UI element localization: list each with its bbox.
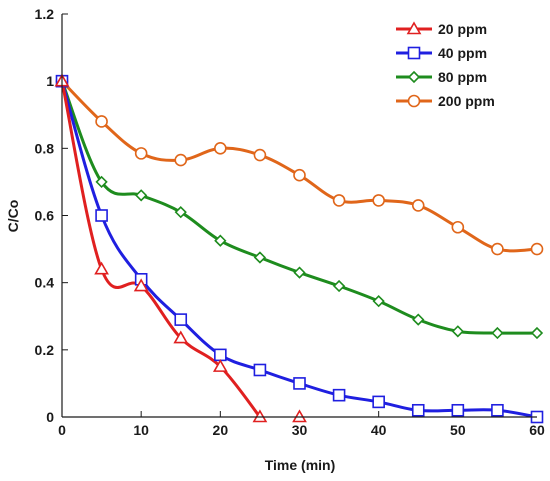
data-point-40-ppm bbox=[451, 403, 465, 417]
data-point-80-ppm bbox=[412, 313, 425, 326]
x-tick-label: 40 bbox=[371, 422, 387, 438]
data-point-200-ppm bbox=[293, 168, 306, 182]
x-axis-label: Time (min) bbox=[265, 457, 336, 473]
x-tick-label: 10 bbox=[133, 422, 149, 438]
legend-label-80-ppm: 80 ppm bbox=[438, 69, 487, 85]
legend-marker-80-ppm bbox=[407, 70, 421, 84]
data-point-20-ppm bbox=[212, 359, 228, 372]
y-tick-label: 0.8 bbox=[35, 140, 55, 156]
data-point-40-ppm bbox=[411, 403, 425, 417]
data-point-40-ppm bbox=[253, 363, 267, 377]
series-lines bbox=[60, 79, 539, 419]
series-line-80-ppm bbox=[60, 79, 539, 335]
data-point-20-ppm bbox=[292, 409, 307, 423]
data-point-200-ppm bbox=[214, 142, 227, 155]
y-tick-label: 0.6 bbox=[35, 208, 55, 224]
x-tick-label: 50 bbox=[450, 422, 466, 438]
legend-marker-40-ppm bbox=[407, 46, 421, 60]
y-tick-label: 1 bbox=[46, 73, 54, 89]
y-tick-label: 1.2 bbox=[35, 6, 55, 22]
data-point-80-ppm bbox=[174, 206, 187, 219]
data-point-200-ppm bbox=[253, 148, 267, 162]
data-point-20-ppm bbox=[252, 409, 268, 423]
data-point-80-ppm bbox=[491, 326, 504, 340]
data-point-40-ppm bbox=[293, 377, 306, 390]
series-line-20-ppm bbox=[60, 79, 262, 419]
data-point-80-ppm bbox=[451, 325, 464, 338]
data-point-80-ppm bbox=[530, 326, 544, 340]
data-point-200-ppm bbox=[451, 220, 465, 234]
y-tick-label: 0.2 bbox=[35, 342, 55, 358]
legend-label-20-ppm: 20 ppm bbox=[438, 21, 487, 37]
data-point-20-ppm bbox=[133, 278, 149, 292]
data-point-200-ppm bbox=[491, 242, 504, 256]
data-point-200-ppm bbox=[174, 153, 188, 167]
data-point-40-ppm bbox=[174, 313, 188, 326]
data-point-20-ppm bbox=[94, 261, 109, 275]
data-point-40-ppm bbox=[95, 209, 108, 222]
data-point-80-ppm bbox=[293, 266, 306, 279]
data-point-20-ppm bbox=[173, 330, 189, 344]
legend: 20 ppm 40 ppm 80 ppm 200 ppm bbox=[396, 21, 495, 109]
data-point-80-ppm bbox=[214, 234, 227, 247]
data-point-80-ppm bbox=[95, 175, 108, 189]
x-tick-label: 60 bbox=[529, 422, 545, 438]
legend-marker-200-ppm bbox=[407, 94, 421, 108]
y-axis-label: C/Co bbox=[5, 200, 21, 233]
data-point-40-ppm bbox=[491, 403, 504, 417]
data-point-200-ppm bbox=[95, 115, 108, 128]
x-tick-label: 20 bbox=[213, 422, 229, 438]
data-point-200-ppm bbox=[134, 147, 148, 160]
y-ticks: 0 0.2 0.4 0.6 0.8 1 1.2 bbox=[35, 6, 68, 425]
data-point-200-ppm bbox=[332, 194, 346, 207]
data-point-200-ppm bbox=[530, 242, 544, 256]
legend-label-200-ppm: 200 ppm bbox=[438, 93, 495, 109]
legend-marker-20-ppm bbox=[406, 21, 422, 35]
data-point-80-ppm bbox=[332, 279, 346, 293]
x-ticks: 0 10 20 30 40 50 60 bbox=[58, 411, 545, 438]
y-tick-label: 0 bbox=[46, 409, 54, 425]
legend-label-40-ppm: 40 ppm bbox=[438, 45, 487, 61]
series-markers bbox=[54, 73, 544, 424]
data-point-80-ppm bbox=[372, 295, 385, 308]
data-point-40-ppm bbox=[332, 388, 346, 402]
data-point-200-ppm bbox=[372, 194, 385, 207]
data-point-80-ppm bbox=[135, 189, 148, 202]
x-tick-label: 30 bbox=[292, 422, 308, 438]
data-point-40-ppm bbox=[372, 395, 385, 409]
x-tick-label: 0 bbox=[58, 422, 66, 438]
data-point-200-ppm bbox=[411, 199, 425, 212]
data-point-80-ppm bbox=[253, 251, 267, 264]
series-line-40-ppm bbox=[60, 79, 539, 419]
data-point-40-ppm bbox=[214, 348, 227, 362]
y-tick-label: 0.4 bbox=[35, 275, 55, 291]
